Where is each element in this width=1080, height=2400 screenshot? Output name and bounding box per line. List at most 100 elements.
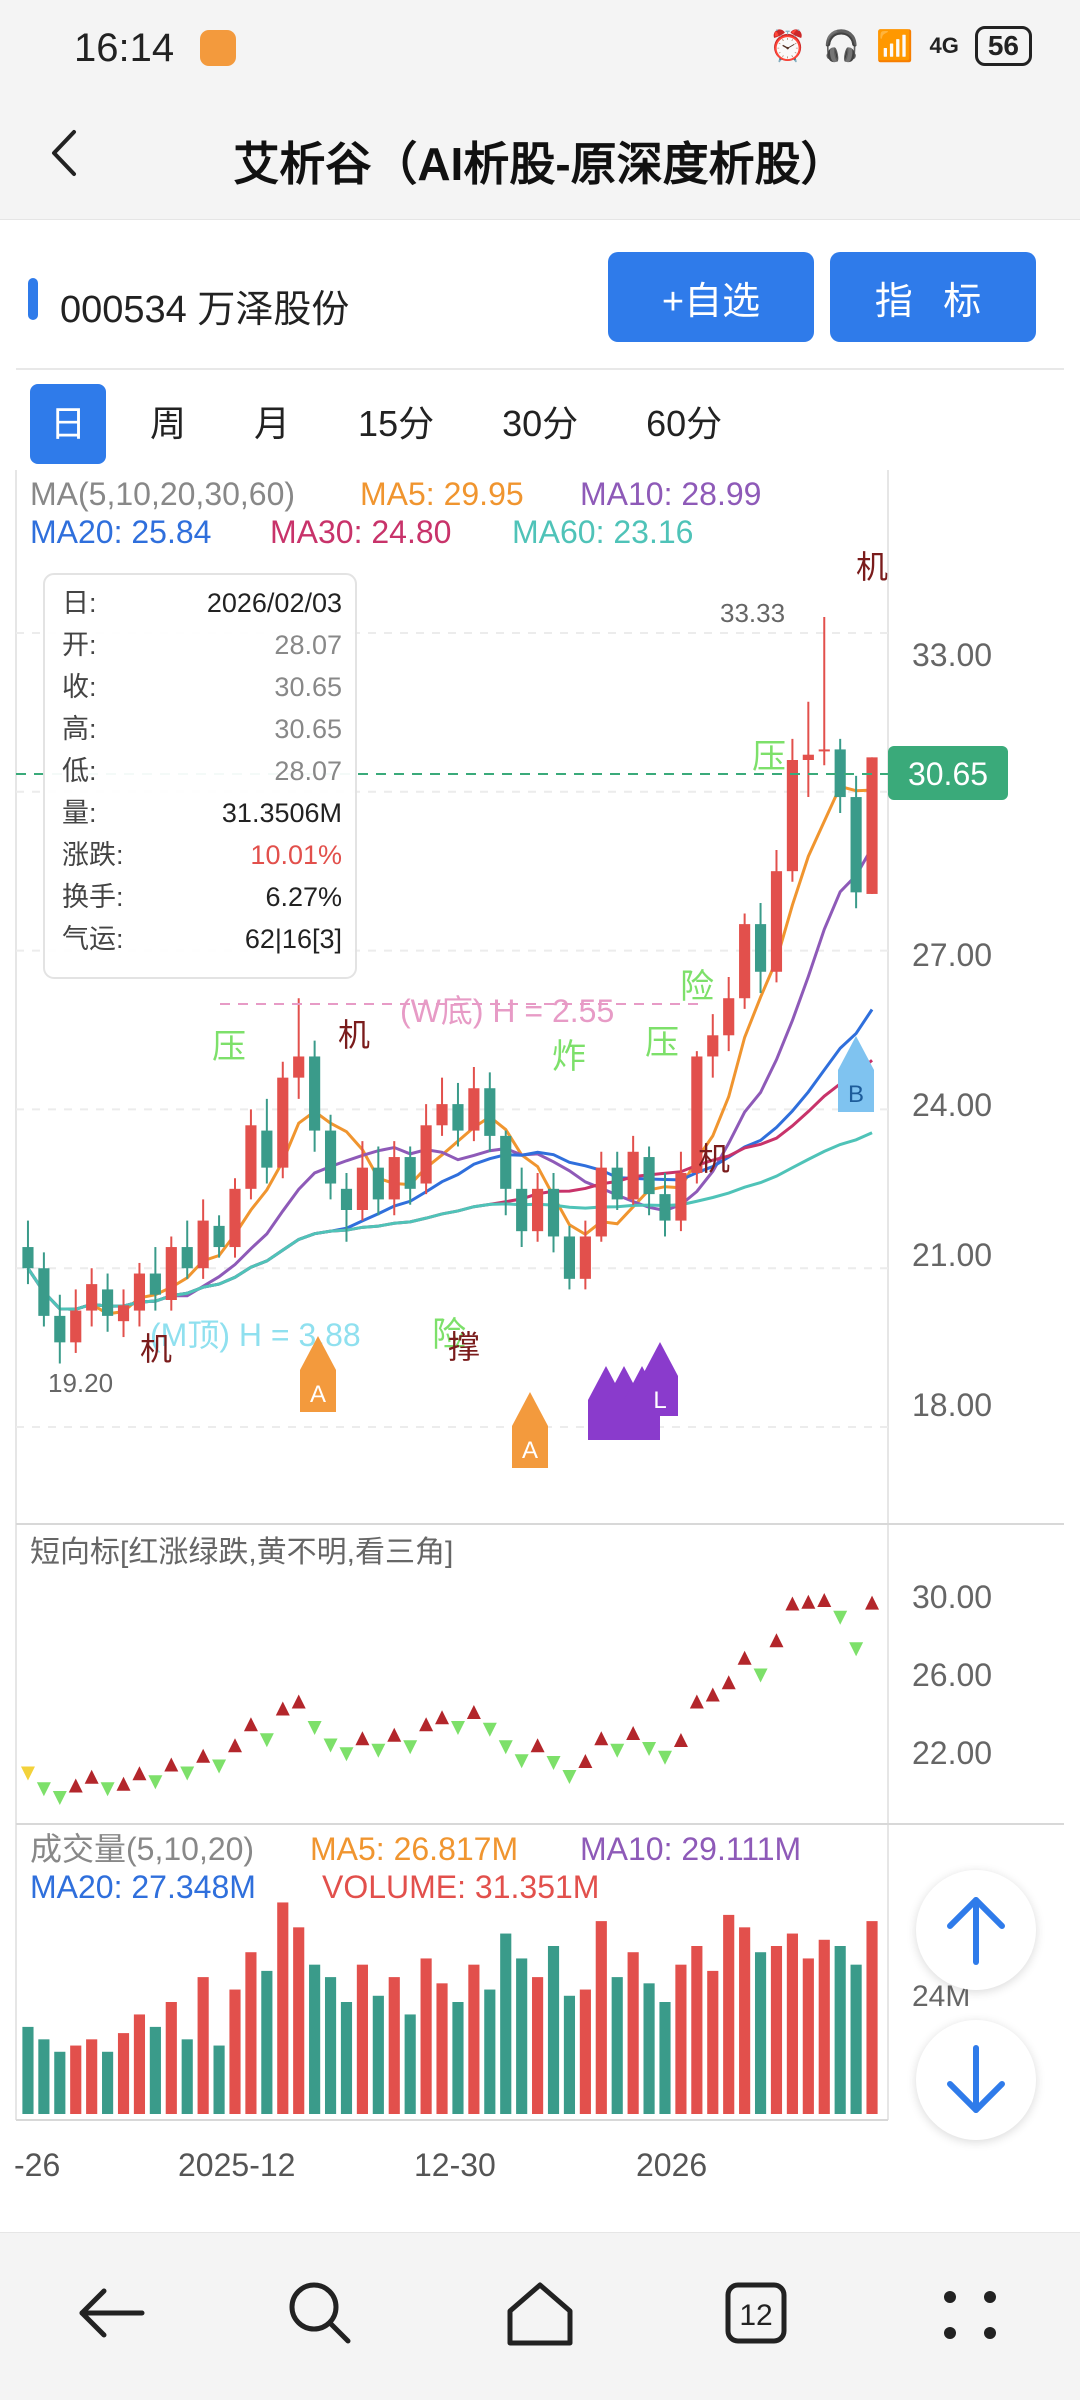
- wifi-icon: 📶: [876, 29, 914, 63]
- candle-body: [802, 754, 814, 760]
- volume-bar: [86, 2039, 98, 2114]
- volume-bar: [643, 1983, 655, 2114]
- scroll-down-button[interactable]: [916, 2020, 1036, 2140]
- info-value: 62|16[3]: [245, 924, 342, 954]
- short-direction-triangle: [482, 1722, 497, 1737]
- short-direction-triangle: [228, 1738, 242, 1753]
- volume-bar: [532, 1977, 544, 2114]
- info-key: 涨跌:: [62, 840, 124, 870]
- volume-bar: [245, 1952, 257, 2114]
- nav-tabs-icon[interactable]: 12: [706, 2263, 806, 2363]
- candle-body: [659, 1194, 671, 1221]
- nav-home-icon[interactable]: [490, 2263, 590, 2363]
- signal-ji: 机: [698, 1141, 730, 1177]
- candle-body: [547, 1188, 560, 1237]
- volume-bar: [611, 1977, 623, 2114]
- signal-cheng: 撑: [448, 1329, 480, 1365]
- scroll-up-button[interactable]: [916, 1870, 1036, 1990]
- nav-search-icon[interactable]: [270, 2263, 370, 2363]
- short-direction-triangle: [546, 1756, 561, 1770]
- volume-ma10-legend: MA10: 29.111M: [580, 1831, 801, 1867]
- nav-more-icon[interactable]: [920, 2263, 1020, 2363]
- short-direction-triangle: [36, 1782, 51, 1797]
- short-direction-triangle: [164, 1757, 179, 1772]
- price-tick: 24.00: [912, 1087, 992, 1123]
- short-direction-triangle: [721, 1675, 736, 1690]
- candle-body: [850, 797, 862, 893]
- candle-body: [277, 1077, 289, 1168]
- tab-60min[interactable]: 60分: [646, 403, 723, 444]
- tab-week[interactable]: 周: [150, 403, 187, 444]
- volume-bar: [563, 1995, 576, 2114]
- volume-bar: [229, 1989, 241, 2114]
- price-axis: 33.00 27.00 24.00 21.00 18.00: [912, 637, 992, 1423]
- info-value: 6.27%: [265, 882, 342, 912]
- w-bottom-label: (W底) H = 2.55: [400, 993, 614, 1029]
- short-direction-triangle: [212, 1759, 227, 1774]
- candle-body: [38, 1268, 50, 1316]
- short-direction-triangle: [562, 1770, 577, 1784]
- price-tick: 33.00: [912, 637, 992, 673]
- headphones-icon: 🎧: [822, 29, 861, 63]
- price-tick: 27.00: [912, 937, 992, 973]
- signal-ya: 压: [212, 1028, 246, 1066]
- candle-body: [372, 1167, 384, 1200]
- short-direction-triangle: [658, 1750, 672, 1765]
- short-direction-triangle: [180, 1766, 195, 1781]
- short-direction-triangle: [100, 1782, 115, 1797]
- info-value: 31.3506M: [222, 798, 342, 828]
- marker-a-label: A: [522, 1437, 538, 1464]
- candle-body: [261, 1130, 273, 1168]
- short-direction-triangle: [20, 1766, 35, 1781]
- tab-day[interactable]: 日: [30, 384, 107, 464]
- volume-bar: [420, 1958, 432, 2114]
- candlesticks: [22, 617, 878, 1364]
- add-watchlist-button[interactable]: +自选: [608, 252, 814, 342]
- info-key: 低:: [62, 756, 97, 786]
- volume-bar: [707, 1970, 719, 2114]
- volume-bar: [102, 2051, 114, 2114]
- volume-bar: [213, 2045, 225, 2114]
- tab-30min[interactable]: 30分: [502, 403, 579, 444]
- marker-b-label: B: [848, 1081, 864, 1108]
- volume-bar: [324, 1977, 337, 2114]
- kline-chart[interactable]: MA(5,10,20,30,60) MA5: 29.95 MA10: 28.99…: [0, 470, 1080, 2210]
- volume-bar: [834, 1946, 846, 2114]
- info-box: 日: 2026/02/03 开: 28.07 收: 30.65 高: 30.65…: [43, 573, 357, 979]
- short-direction-triangle: [291, 1694, 306, 1709]
- volume-bar: [117, 2033, 130, 2114]
- candle-body: [770, 871, 783, 972]
- info-key: 气运:: [62, 924, 124, 954]
- info-value: 28.07: [274, 756, 342, 786]
- title-bar: 艾析谷（AI析股-原深度析股）: [0, 92, 1080, 220]
- volume-bar: [261, 1970, 273, 2114]
- candle-body: [165, 1247, 177, 1300]
- volume-bar: [452, 2002, 464, 2114]
- ma60-legend: MA60: 23.16: [512, 514, 693, 550]
- candle-body: [340, 1188, 353, 1210]
- candle-body: [739, 924, 751, 999]
- tab-15min[interactable]: 15分: [358, 403, 435, 444]
- volume-bar: [356, 1964, 368, 2114]
- tab-month[interactable]: 月: [254, 403, 291, 444]
- marker-b: B: [838, 1036, 874, 1112]
- info-value: 30.65: [274, 714, 342, 744]
- period-tabs: 日 周 月 15分 30分 60分: [30, 384, 766, 464]
- status-icons: ⏰ 🎧 📶 4G 56: [769, 26, 1032, 66]
- volume-bar: [691, 1946, 703, 2114]
- short-direction-triangle: [339, 1747, 354, 1762]
- m-top-label: (M顶) H = 3.88: [150, 1317, 361, 1353]
- volume-bar: [547, 1946, 560, 2114]
- short-direction-triangle: [355, 1731, 370, 1746]
- back-arrow-icon[interactable]: [32, 118, 102, 188]
- indicator-button[interactable]: 指 标: [830, 252, 1036, 342]
- nav-back-icon[interactable]: [60, 2263, 160, 2363]
- alarm-icon: ⏰: [769, 29, 807, 63]
- volume-bar: [754, 1952, 767, 2114]
- info-value: 2026/02/03: [207, 588, 342, 618]
- short-panel-tick: 22.00: [912, 1735, 992, 1771]
- candle-body: [754, 924, 767, 972]
- info-value: 30.65: [274, 672, 342, 702]
- volume-bar: [133, 2014, 146, 2114]
- low-price-label: 19.20: [48, 1368, 113, 1398]
